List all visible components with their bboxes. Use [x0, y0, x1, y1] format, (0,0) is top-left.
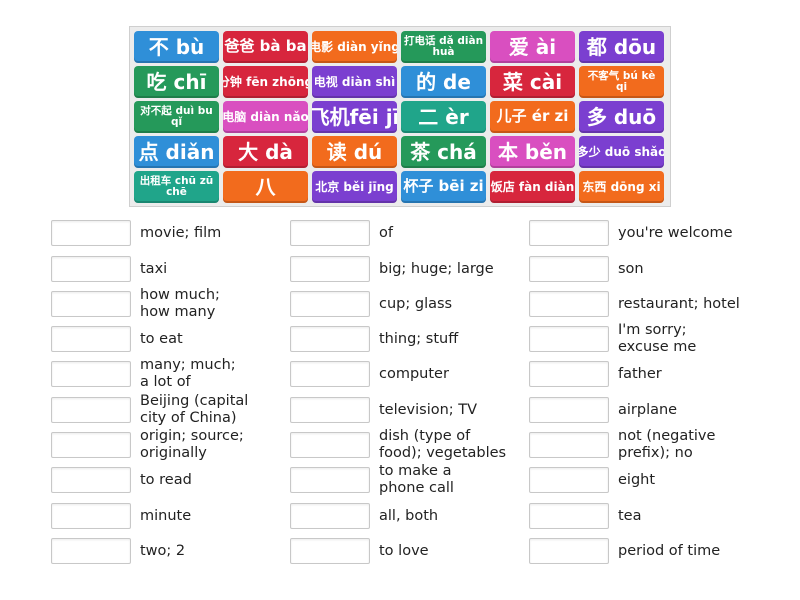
answer-drop-box[interactable] — [290, 256, 370, 282]
word-tile[interactable]: 出租车 chū zū chē — [134, 171, 219, 203]
answer-drop-box[interactable] — [529, 503, 609, 529]
word-tile[interactable]: 都 dōu — [579, 31, 664, 63]
clue-label: not (negative prefix); no — [618, 428, 716, 461]
word-tile[interactable]: 分钟 fēn zhōng — [223, 66, 308, 98]
answer-drop-box[interactable] — [51, 326, 131, 352]
answer-drop-box[interactable] — [51, 397, 131, 423]
clue-label: to eat — [140, 330, 183, 347]
clue-label: how much; how many — [140, 287, 220, 320]
word-tile[interactable]: 对不起 duì bu qǐ — [134, 101, 219, 133]
clue-label: minute — [140, 507, 192, 524]
answer-drop-box[interactable] — [290, 326, 370, 352]
answer-drop-box[interactable] — [529, 432, 609, 458]
clue-label: dish (type of food); vegetables — [379, 428, 507, 461]
clue-label: many; much; a lot of — [140, 357, 236, 390]
word-tile[interactable]: 八 — [223, 171, 308, 203]
answer-drop-box[interactable] — [51, 503, 131, 529]
word-tile[interactable]: 儿子 ér zi — [490, 101, 575, 133]
clue-label: tea — [618, 507, 642, 524]
answer-drop-box[interactable] — [290, 467, 370, 493]
word-tile[interactable]: 二 èr — [401, 101, 486, 133]
word-tile[interactable]: 大 dà — [223, 136, 308, 168]
answer-drop-box[interactable] — [290, 397, 370, 423]
clue-label: you're welcome — [618, 224, 733, 241]
clue-label: eight — [618, 471, 656, 488]
answer-drop-box[interactable] — [290, 291, 370, 317]
answer-drop-box[interactable] — [529, 538, 609, 564]
clue-label: television; TV — [379, 401, 478, 418]
answer-drop-box[interactable] — [529, 291, 609, 317]
word-tile[interactable]: 菜 cài — [490, 66, 575, 98]
clue-label: origin; source; originally — [140, 428, 244, 461]
clue-label: of — [379, 224, 393, 241]
answer-drop-box[interactable] — [290, 503, 370, 529]
clue-label: cup; glass — [379, 295, 453, 312]
clue-label: to make a phone call — [379, 463, 454, 496]
clue-label: thing; stuff — [379, 330, 459, 347]
word-tile[interactable]: 不客气 bú kè qi — [579, 66, 664, 98]
word-tile[interactable]: 北京 běi jīng — [312, 171, 397, 203]
word-tile[interactable]: 杯子 bēi zi — [401, 171, 486, 203]
clue-label: two; 2 — [140, 542, 186, 559]
word-tile[interactable]: 茶 chá — [401, 136, 486, 168]
word-tile[interactable]: 多 duō — [579, 101, 664, 133]
answer-drop-box[interactable] — [290, 220, 370, 246]
word-tile[interactable]: 点 diǎn — [134, 136, 219, 168]
answer-drop-box[interactable] — [51, 256, 131, 282]
answer-drop-box[interactable] — [529, 467, 609, 493]
answer-drop-box[interactable] — [290, 361, 370, 387]
clue-label: period of time — [618, 542, 721, 559]
clue-label: to love — [379, 542, 429, 559]
clue-label: movie; film — [140, 224, 222, 241]
word-tile[interactable]: 的 de — [401, 66, 486, 98]
clue-label: Beijing (capital city of China) — [140, 393, 249, 426]
clue-label: big; huge; large — [379, 260, 494, 277]
word-tile[interactable]: 本 běn — [490, 136, 575, 168]
answer-drop-box[interactable] — [529, 220, 609, 246]
word-tile[interactable]: 爱 ài — [490, 31, 575, 63]
answer-drop-box[interactable] — [529, 326, 609, 352]
word-tile[interactable]: 东西 dōng xi — [579, 171, 664, 203]
word-tile[interactable]: 电脑 diàn nǎo — [223, 101, 308, 133]
word-tile[interactable]: 电影 diàn yǐng — [312, 31, 397, 63]
clue-label: airplane — [618, 401, 678, 418]
answer-drop-box[interactable] — [290, 538, 370, 564]
clue-label: I'm sorry; excuse me — [618, 322, 697, 355]
word-tile[interactable]: 电视 diàn shì — [312, 66, 397, 98]
clue-label: computer — [379, 365, 449, 382]
word-tile[interactable]: 饭店 fàn diàn — [490, 171, 575, 203]
answer-drop-box[interactable] — [51, 291, 131, 317]
word-tile[interactable]: 飞机fēi jī — [312, 101, 397, 133]
word-tile[interactable]: 爸爸 bà ba — [223, 31, 308, 63]
clue-label: son — [618, 260, 644, 277]
clue-label: father — [618, 365, 662, 382]
word-tile[interactable]: 吃 chī — [134, 66, 219, 98]
word-tile[interactable]: 读 dú — [312, 136, 397, 168]
answer-drop-box[interactable] — [51, 220, 131, 246]
answer-drop-box[interactable] — [290, 432, 370, 458]
answer-drop-box[interactable] — [529, 397, 609, 423]
word-tile[interactable]: 不 bù — [134, 31, 219, 63]
tile-board: 不 bù 爸爸 bà ba 电影 diàn yǐng 打电话 dǎ diàn huà 爱… — [129, 26, 671, 207]
clue-label: all, both — [379, 507, 439, 524]
answer-drop-box[interactable] — [51, 538, 131, 564]
answer-drop-box[interactable] — [529, 256, 609, 282]
word-tile[interactable]: 多少 duō shǎo — [579, 136, 664, 168]
clue-label: restaurant; hotel — [618, 295, 740, 312]
answer-drop-box[interactable] — [529, 361, 609, 387]
answer-drop-box[interactable] — [51, 432, 131, 458]
answer-drop-box[interactable] — [51, 361, 131, 387]
word-tile[interactable]: 打电话 dǎ diàn huà — [401, 31, 486, 63]
clue-label: to read — [140, 471, 192, 488]
answer-drop-box[interactable] — [51, 467, 131, 493]
clue-label: taxi — [140, 260, 168, 277]
